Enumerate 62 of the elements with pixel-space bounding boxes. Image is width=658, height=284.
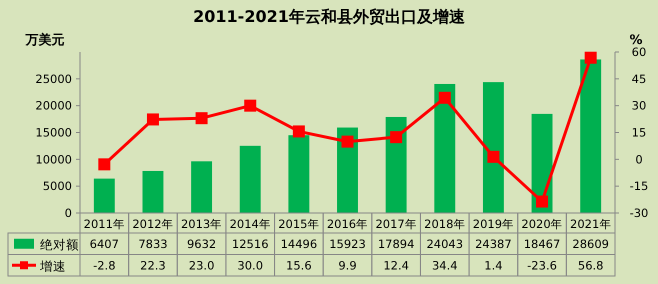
y-tick-label: 20000 <box>35 98 72 113</box>
point <box>244 100 256 112</box>
point <box>438 92 451 104</box>
data-label: 15923 <box>329 236 366 251</box>
point <box>98 158 110 170</box>
x-tick-label: 2017年 <box>375 217 417 231</box>
data-label: 22.3 <box>140 258 166 272</box>
x-tick-label: 2012年 <box>132 217 174 231</box>
x-tick-label: 2016年 <box>326 217 368 231</box>
point <box>342 136 354 148</box>
chart-title: 2011-2021年云和县外贸出口及增速 <box>193 7 466 26</box>
data-label: 56.8 <box>578 258 604 272</box>
data-label: 34.4 <box>432 258 458 272</box>
x-tick-label: 2020年 <box>521 217 563 231</box>
data-label: 24387 <box>475 236 512 251</box>
y-tick-label: 0 <box>64 206 72 220</box>
data-label: 9.9 <box>338 258 357 272</box>
data-label: 12516 <box>232 236 269 251</box>
y2-axis-title: % <box>629 33 643 48</box>
y-axis-title: 万美元 <box>24 32 64 48</box>
y2-tick-label: 60 <box>632 45 646 59</box>
data-label: 6407 <box>90 236 119 251</box>
data-label: 12.4 <box>383 258 409 272</box>
x-tick-label: 2013年 <box>180 217 222 231</box>
x-tick-label: 2021年 <box>570 217 612 231</box>
data-label: 18467 <box>524 236 560 251</box>
point <box>536 196 548 208</box>
point <box>487 150 500 163</box>
point <box>146 113 159 126</box>
legend-label: 增速 <box>39 258 66 274</box>
y2-tick-label: 45 <box>632 72 646 86</box>
point <box>584 52 597 64</box>
data-label: 14496 <box>280 236 318 251</box>
legend-label: 绝对额 <box>40 236 79 252</box>
y2-tick-label: -30 <box>630 206 648 220</box>
y2-tick-label: 30 <box>632 98 646 113</box>
y2-tick-label: 0 <box>635 152 643 166</box>
data-label: 1.4 <box>484 258 503 272</box>
y-tick-label: 10000 <box>35 152 72 166</box>
y2-tick-label: 15 <box>632 126 646 140</box>
data-label: -23.6 <box>527 258 557 272</box>
x-tick-label: 2015年 <box>278 217 320 231</box>
point <box>292 125 305 138</box>
point <box>196 112 208 124</box>
y2-tick-label: -15 <box>630 179 648 194</box>
data-label: 15.6 <box>286 258 312 272</box>
x-tick-label: 2019年 <box>472 217 514 231</box>
data-label: 17894 <box>378 236 414 251</box>
y-tick-label: 15000 <box>35 126 72 140</box>
point <box>390 131 402 144</box>
y-tick-label: 5000 <box>42 179 72 194</box>
data-label: 28609 <box>572 236 609 251</box>
data-label: 24043 <box>426 236 464 251</box>
data-label: -2.8 <box>93 258 116 272</box>
data-label: 30.0 <box>237 258 264 272</box>
x-tick-label: 2018年 <box>424 217 466 231</box>
y-tick-label: 25000 <box>35 72 72 86</box>
x-tick-label: 2011年 <box>84 217 125 231</box>
data-label: 7833 <box>138 236 168 251</box>
x-tick-label: 2014年 <box>230 217 271 231</box>
data-label: 23.0 <box>188 258 214 272</box>
data-label: 9632 <box>186 236 216 251</box>
